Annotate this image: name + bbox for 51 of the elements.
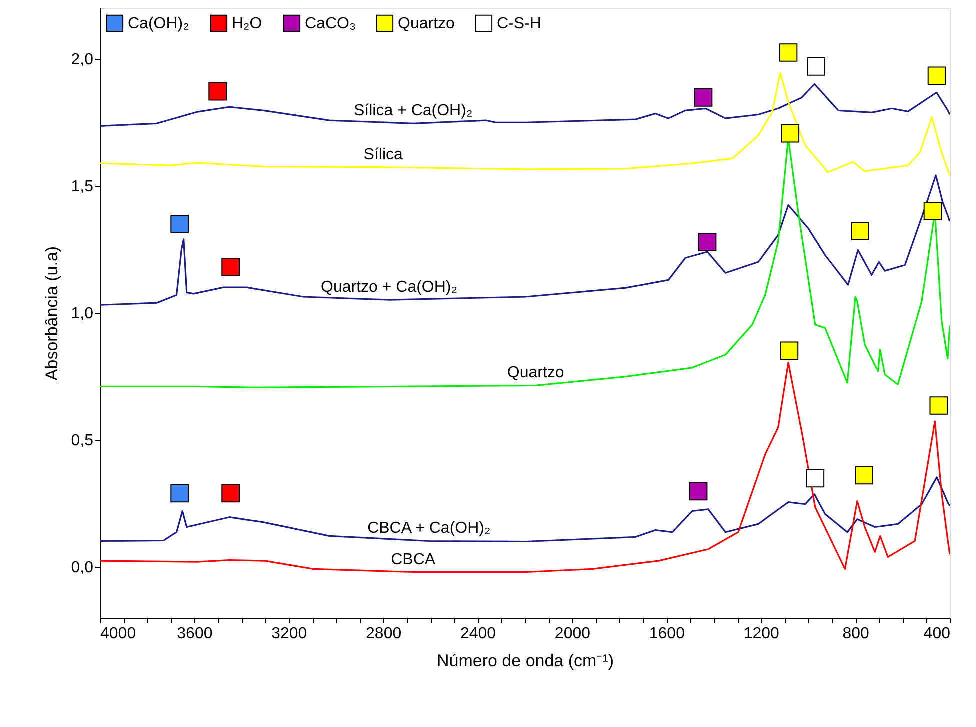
legend-label: H₂O (232, 15, 262, 32)
line-series (100, 362, 950, 574)
point (928, 66, 946, 86)
legend-label: CaCO₃ (305, 15, 356, 32)
line-series (100, 72, 950, 177)
x-tick-label: 400 (924, 626, 951, 642)
series-label: CBCA + Ca(OH)₂ (368, 520, 491, 538)
y-tick-label: 0,5 (71, 432, 94, 450)
series-label: Sílica (364, 146, 403, 164)
point (222, 258, 240, 276)
point (779, 44, 798, 62)
legend-label: Ca(OH)₂ (128, 15, 190, 32)
y-tick-label: 1,0 (71, 306, 94, 322)
x-tick-label: 2400 (460, 626, 496, 642)
x-tick-label: 1600 (649, 626, 686, 642)
point (851, 222, 870, 240)
legend-label: Quartzo (398, 15, 456, 32)
series-label: CBCA (391, 551, 436, 568)
x-axis-title: Número de onda (cm⁻¹) (436, 652, 614, 670)
line-series (100, 476, 950, 543)
x-tick-label: 2800 (366, 626, 402, 642)
point (780, 342, 799, 360)
point (170, 215, 189, 234)
point (689, 482, 708, 501)
x-tick-label: 1200 (744, 626, 780, 642)
y-tick-label: 0,0 (71, 560, 94, 577)
y-axis-title: Absorbância (u.a) (42, 246, 62, 381)
point (924, 202, 942, 220)
point (930, 396, 948, 415)
x-tick-label: 800 (842, 626, 870, 642)
point (694, 88, 713, 107)
y-tick-label: 2,0 (71, 51, 94, 68)
legend-label: C-S-H (497, 15, 542, 32)
line-series (100, 83, 950, 127)
x-tick-label: 4000 (100, 626, 136, 642)
x-tick-label: 3200 (272, 626, 308, 642)
x-tick-label: 3600 (177, 626, 213, 642)
point (170, 484, 189, 503)
point (806, 469, 825, 488)
series-label: Sílica + Ca(OH)₂ (354, 102, 473, 120)
x-tick-label: 2000 (554, 626, 591, 642)
point (222, 484, 240, 503)
point (698, 233, 717, 252)
series-label: Quartzo + Ca(OH)₂ (321, 279, 458, 296)
series-label: Quartzo (507, 364, 564, 382)
y-tick-label: 1,5 (71, 178, 94, 196)
point (807, 58, 826, 76)
point (781, 124, 800, 143)
point (208, 82, 227, 101)
point (855, 466, 874, 485)
line-series (100, 174, 950, 306)
